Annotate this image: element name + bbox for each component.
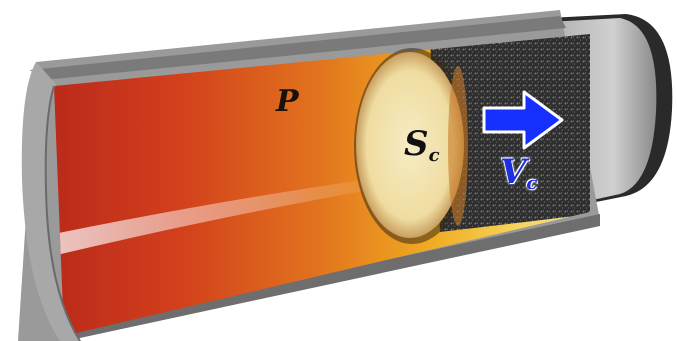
- velocity-subscript: c: [526, 173, 538, 194]
- burn-surface-label: Sc: [404, 124, 440, 166]
- tube-opening-rim: [21, 62, 81, 341]
- velocity-label: Vc: [500, 152, 537, 194]
- arrow-right-icon: [482, 90, 564, 150]
- burning-surface: [354, 48, 470, 244]
- velocity-symbol: V: [500, 152, 527, 192]
- gas-jet: [54, 176, 392, 258]
- burn-surface-symbol: S: [404, 124, 429, 164]
- pressure-label: P: [276, 84, 299, 119]
- burn-surface-subscript: c: [428, 145, 440, 166]
